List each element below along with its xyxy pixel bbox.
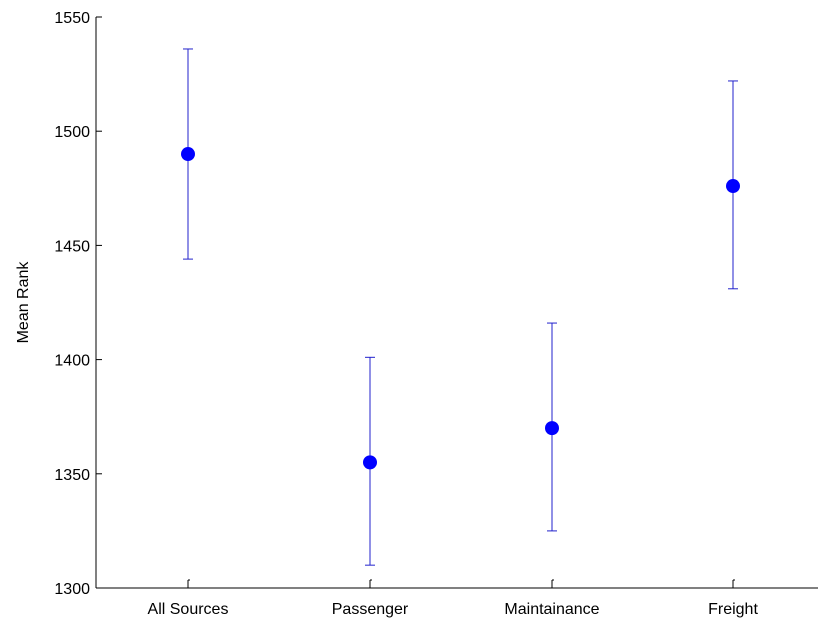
plot-area: 1300 1350 1400 1450 1500 1550 All Sources Pass…: [54, 10, 818, 618]
y-tick-label: 1400: [54, 353, 90, 370]
y-tick-label: 1500: [54, 124, 90, 141]
x-ticks: All Sources Passenger Maintainance Freight: [148, 579, 758, 618]
data-point: [363, 455, 377, 470]
data-point: [726, 179, 740, 194]
errorbars: [183, 48, 738, 566]
data-points: [181, 147, 740, 470]
y-tick-label: 1450: [54, 238, 90, 255]
y-tick-label: 1300: [54, 581, 90, 598]
y-axis-label: Mean Rank: [15, 261, 32, 344]
y-ticks: 1300 1350 1400 1450 1500 1550: [54, 10, 102, 598]
x-tick-label: Passenger: [332, 601, 409, 618]
data-point: [545, 421, 559, 436]
y-tick-label: 1550: [54, 10, 90, 27]
y-tick-label: 1350: [54, 467, 90, 484]
x-tick-label: Freight: [708, 601, 758, 618]
x-tick-label: Maintainance: [504, 601, 599, 618]
data-point: [181, 147, 195, 162]
x-tick-label: All Sources: [148, 601, 229, 618]
